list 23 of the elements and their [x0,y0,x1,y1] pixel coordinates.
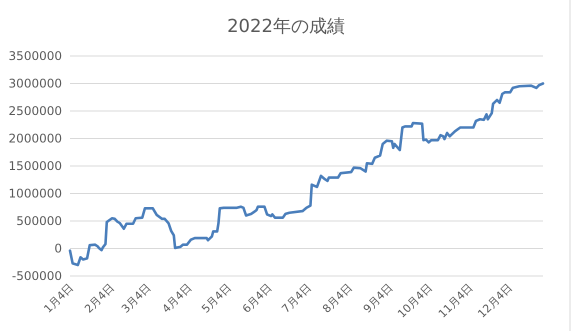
x-tick-label: 11月4日 [436,280,476,321]
x-tick-label: 3月4日 [118,280,154,316]
y-tick-label: 1000000 [8,186,62,200]
x-tick-label: 8月4日 [320,280,355,316]
y-tick-label: 0 [54,242,62,256]
y-tick-label: -500000 [12,269,62,283]
x-tick-label: 7月4日 [279,280,314,316]
line-series [68,82,544,266]
x-tick-label: 1月4日 [41,280,76,316]
x-tick-label: 2月4日 [82,280,117,316]
y-tick-label: 3000000 [8,76,62,90]
y-tick-label: 2000000 [8,132,62,146]
x-tick-label: 5月4日 [199,280,234,316]
x-tick-label: 12月4日 [475,280,515,321]
y-tick-label: 500000 [16,214,62,228]
x-tick-label: 9月4日 [360,280,396,316]
x-tick-label: 4月4日 [160,280,194,316]
y-tick-label: 3500000 [8,49,62,63]
y-tick-label: 2500000 [8,104,62,118]
y-tick-label: 1500000 [8,159,62,173]
x-tick-label: 10月4日 [395,280,435,321]
x-tick-label: 6月4日 [240,280,275,316]
chart-title: 2022年の成績 [227,16,345,37]
